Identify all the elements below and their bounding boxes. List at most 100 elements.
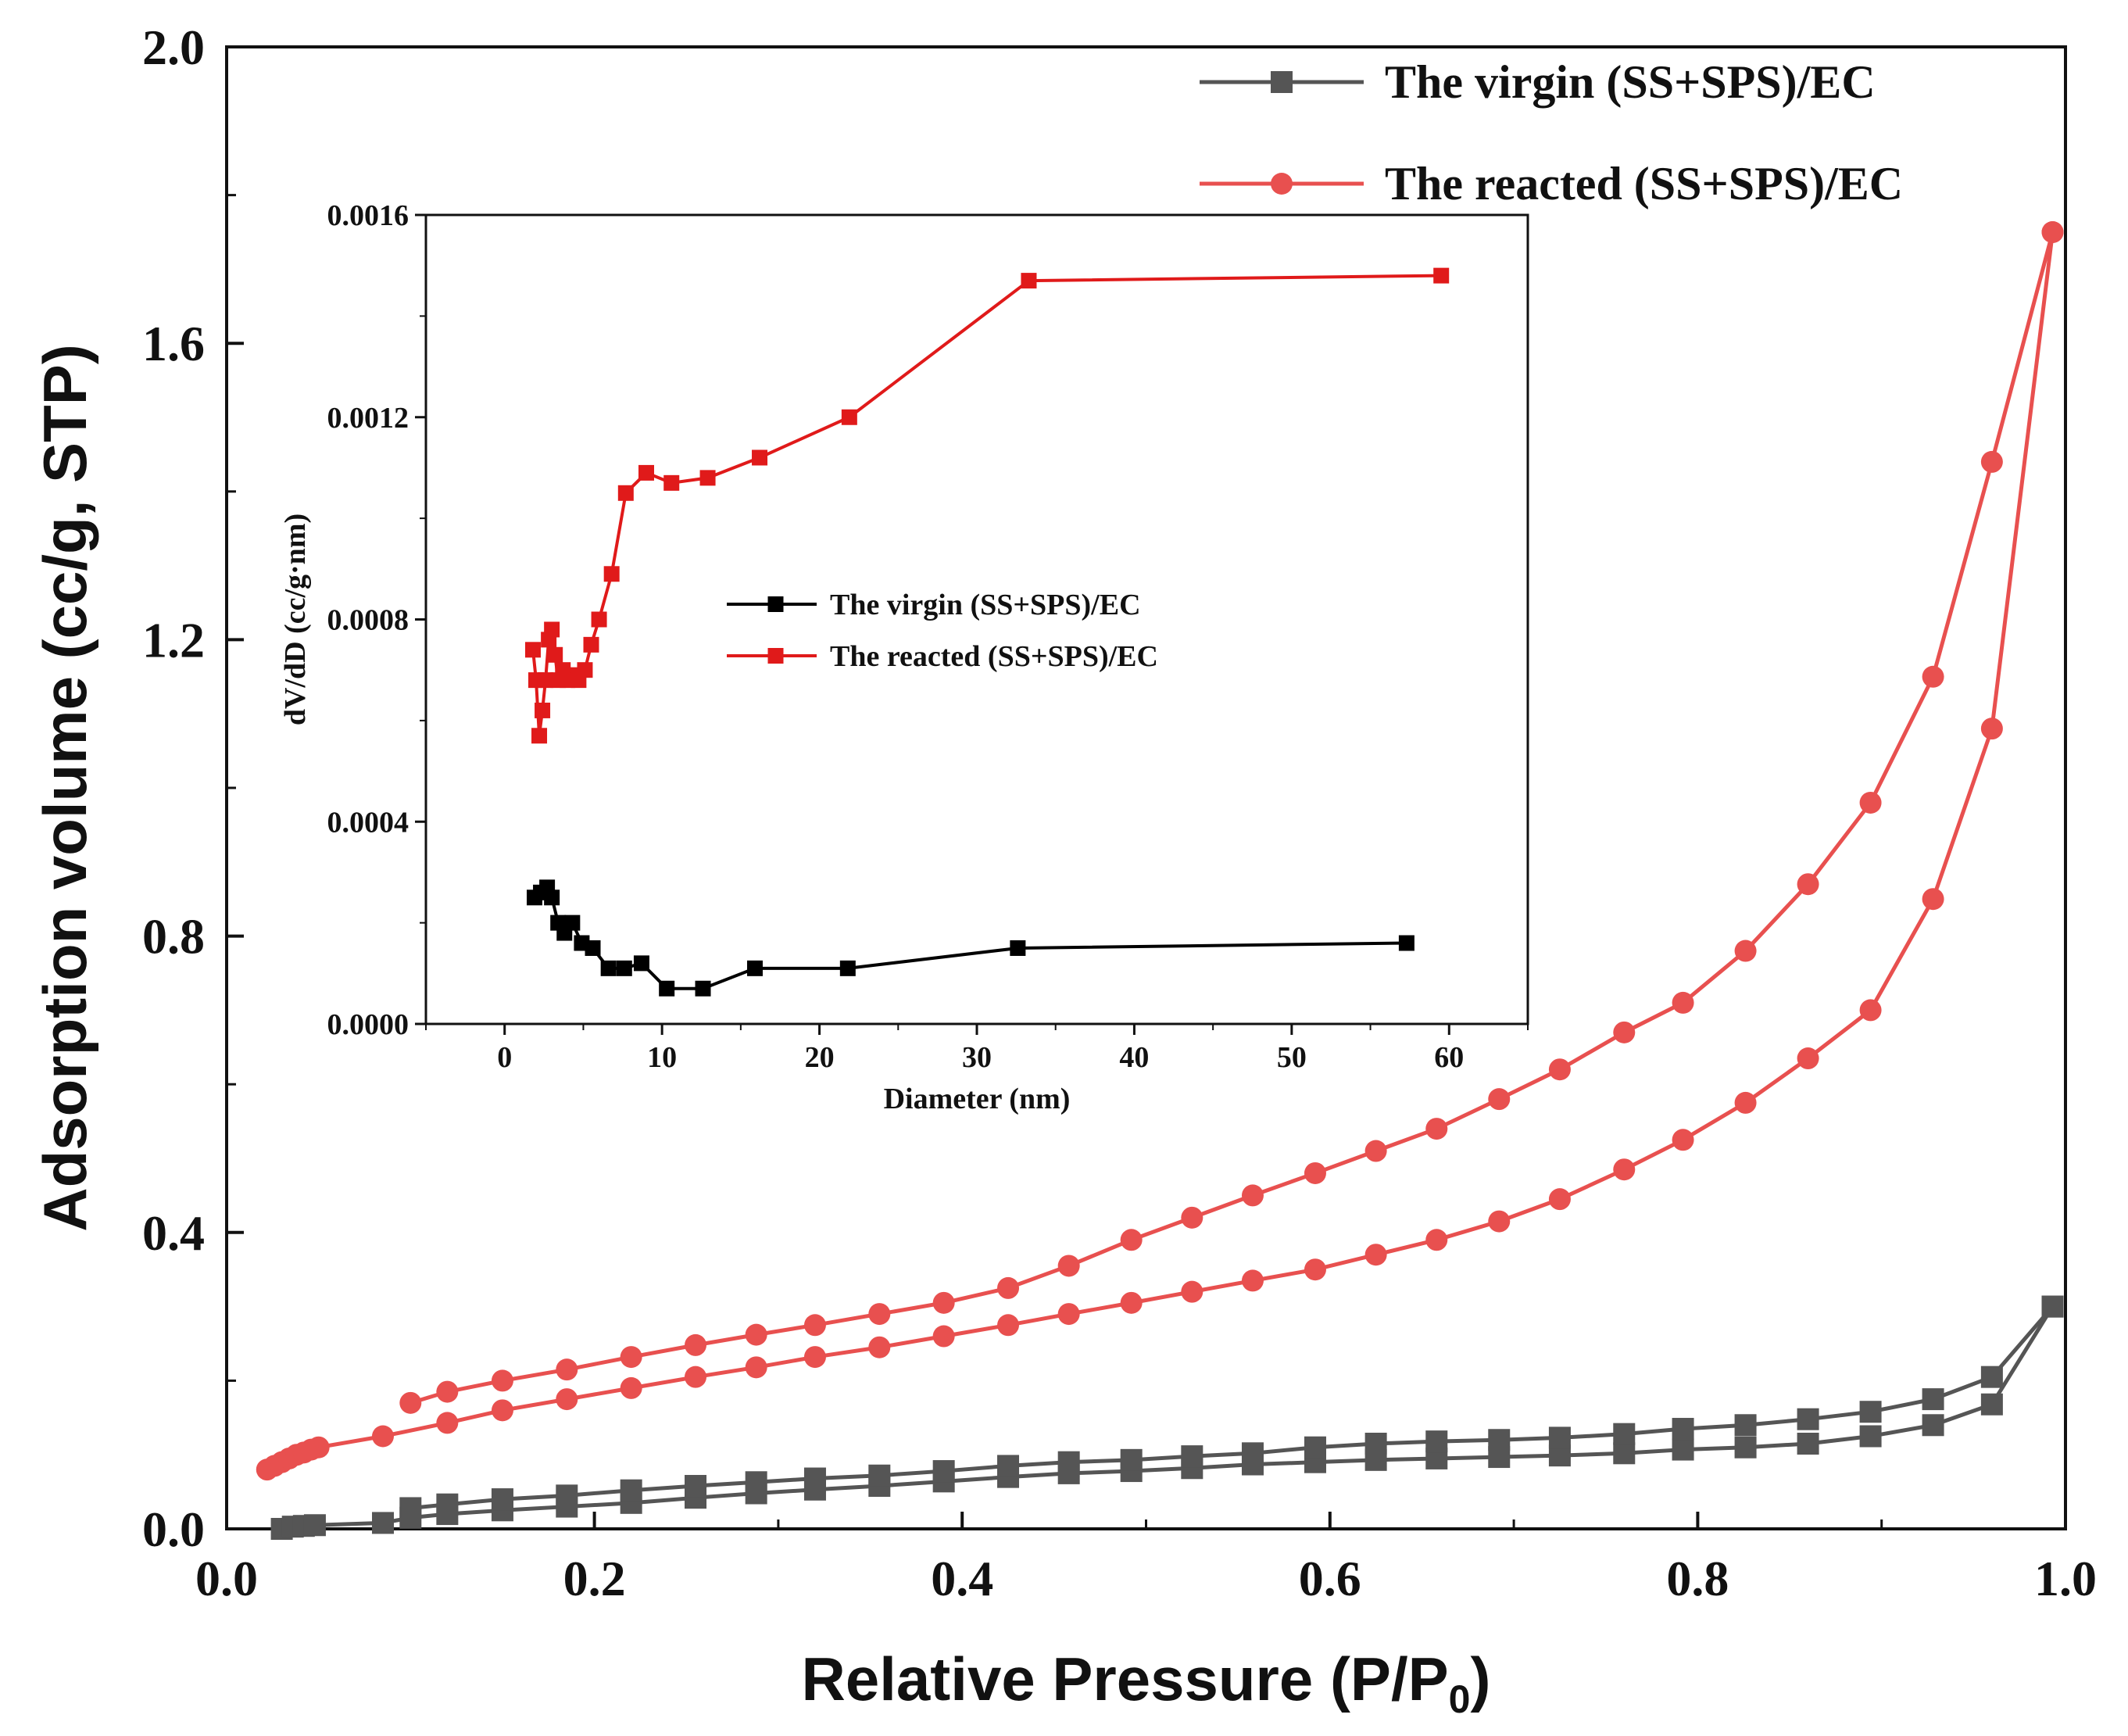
y-tick-label: 2.0 <box>142 20 205 75</box>
inset-data-point <box>544 889 560 906</box>
inset-data-point <box>524 642 541 658</box>
data-point <box>1980 1366 2003 1388</box>
inset-data-point <box>564 915 581 931</box>
inset-legend-label: The reacted (SS+SPS)/EC <box>830 640 1158 673</box>
data-point <box>932 1325 955 1348</box>
data-point <box>1922 1388 1944 1411</box>
inset-x-tick-label: 40 <box>1119 1041 1149 1074</box>
data-point <box>685 1475 707 1498</box>
inset-y-axis-label: dV/dD (cc/g·nm) <box>279 514 312 725</box>
data-point <box>803 1314 826 1337</box>
data-point <box>1548 1058 1571 1081</box>
inset-data-point <box>659 980 675 997</box>
data-point <box>1797 1432 1819 1455</box>
inset-data-point <box>1398 935 1414 951</box>
inset-y-tick-label: 0.0008 <box>327 604 410 637</box>
data-point <box>1548 1426 1571 1449</box>
inset-data-point <box>538 672 554 689</box>
data-point <box>1734 940 1757 962</box>
series-line-desorption <box>410 231 2055 1405</box>
data-point <box>2041 1295 2064 1318</box>
data-point <box>303 1514 326 1537</box>
data-point <box>685 1333 707 1356</box>
data-point <box>1425 1118 1448 1140</box>
x-axis-label: Relative Pressure (P/P0) <box>802 1645 1491 1721</box>
data-point <box>1181 1206 1203 1229</box>
data-point <box>307 1436 330 1459</box>
data-point <box>868 1336 891 1358</box>
x-axis-label-end: ) <box>1470 1645 1490 1713</box>
inset-data-point <box>699 470 716 486</box>
data-point <box>1797 873 1819 896</box>
data-point <box>1734 1436 1757 1459</box>
y-tick-label: 0.0 <box>142 1502 205 1557</box>
data-point <box>1922 1414 1944 1437</box>
inset-data-point <box>535 702 551 718</box>
data-point <box>685 1366 707 1388</box>
legend-label: The reacted (SS+SPS)/EC <box>1385 158 1903 209</box>
data-point <box>1425 1229 1448 1251</box>
data-point <box>491 1399 513 1422</box>
inset-data-point <box>638 464 654 481</box>
x-tick-label: 0.0 <box>195 1551 258 1606</box>
data-point <box>1181 1280 1203 1303</box>
data-point <box>1672 1129 1694 1151</box>
series-reacted <box>256 221 2064 1481</box>
data-point <box>932 1460 955 1483</box>
inset-x-tick-label: 30 <box>962 1041 992 1074</box>
data-point <box>2041 221 2064 243</box>
y-tick-label: 0.4 <box>142 1205 205 1261</box>
legend-marker <box>1271 71 1293 93</box>
data-point <box>1797 1047 1819 1070</box>
x-tick-label: 0.8 <box>1666 1551 1729 1606</box>
data-point <box>745 1323 767 1346</box>
data-point <box>556 1358 578 1381</box>
data-point <box>932 1291 955 1314</box>
data-point <box>1980 1393 2003 1416</box>
inset-legend-marker <box>767 596 784 612</box>
inset-data-point <box>616 960 632 976</box>
inset-data-point <box>531 728 548 744</box>
y-tick-label: 1.2 <box>142 612 205 668</box>
inset-x-tick-label: 60 <box>1434 1041 1464 1074</box>
data-point <box>1057 1451 1080 1473</box>
main-legend: The virgin (SS+SPS)/EC The reacted (SS+SP… <box>1200 56 1903 209</box>
main-axes: 0.0 0.2 0.4 0.6 0.8 1.0 0.0 0.4 0.8 1.2 1.6 2.0 Rela… <box>30 20 2097 1721</box>
data-point <box>1120 1291 1143 1314</box>
data-point <box>1548 1188 1571 1211</box>
data-point <box>1859 1401 1882 1423</box>
inset-x-tick-label: 0 <box>497 1041 512 1074</box>
inset-data-point <box>600 960 617 976</box>
data-point <box>620 1376 642 1399</box>
inset-x-tick-label: 20 <box>805 1041 835 1074</box>
inset-legend-label: The virgin (SS+SPS)/EC <box>830 589 1141 621</box>
data-point <box>1672 1438 1694 1461</box>
data-point <box>620 1479 642 1502</box>
data-point <box>1980 450 2003 473</box>
inset-legend-marker <box>767 648 784 664</box>
inset-data-point <box>746 960 763 976</box>
data-point <box>1859 1425 1882 1448</box>
data-point <box>1613 1158 1636 1181</box>
data-point <box>1613 1021 1636 1043</box>
data-point <box>1797 1408 1819 1430</box>
data-point <box>1304 1162 1326 1184</box>
inset-data-point <box>583 636 599 653</box>
data-point <box>1241 1184 1264 1207</box>
inset-chart: 0 10 20 30 40 50 60 0.0000 0.0004 0.0008 0.0012 0.0… <box>279 199 1529 1115</box>
inset-data-point <box>577 662 593 678</box>
data-point <box>1922 888 1944 911</box>
x-axis-label-base: Relative Pressure (P/P <box>802 1645 1449 1713</box>
inset-y-tick-label: 0.0012 <box>327 402 410 435</box>
data-point <box>1488 1088 1511 1111</box>
data-point <box>1859 791 1882 814</box>
inset-data-point <box>1433 267 1450 284</box>
inset-x-tick-label: 10 <box>647 1041 677 1074</box>
inset-x-tick-label: 50 <box>1277 1041 1307 1074</box>
data-point <box>1734 1091 1757 1114</box>
data-point <box>436 1493 459 1516</box>
data-point <box>556 1484 578 1507</box>
inset-data-point <box>591 611 607 628</box>
data-point <box>1364 1140 1387 1162</box>
